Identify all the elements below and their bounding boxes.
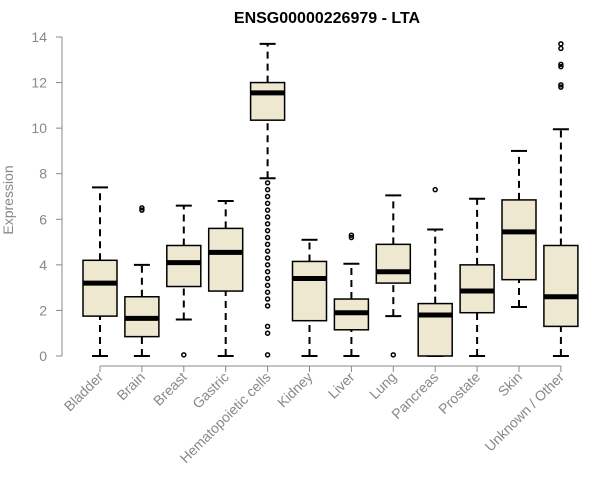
- outlier-point: [181, 352, 187, 358]
- iqr-box: [291, 260, 328, 322]
- iqr-box: [543, 244, 579, 328]
- outlier-point: [558, 41, 564, 47]
- y-axis: 0 2 4 6 8 10 12 14: [31, 29, 63, 364]
- y-tick-label: 6: [39, 211, 47, 227]
- outlier-point: [264, 248, 271, 254]
- outlier-point: [264, 268, 271, 275]
- box-gastric: [207, 200, 244, 357]
- x-tick-label: Breast: [150, 369, 190, 409]
- iqr-box: [166, 244, 202, 288]
- x-tick-label: Prostate: [435, 369, 483, 417]
- x-tick-label: Lung: [366, 369, 399, 402]
- outlier-point: [264, 262, 271, 268]
- box-bladder: [82, 186, 118, 357]
- outlier-point: [558, 61, 564, 68]
- outlier-point: [139, 205, 145, 211]
- x-tick-label: Unknown / Other: [481, 369, 567, 455]
- outlier-point: [348, 234, 355, 241]
- iqr-box: [375, 243, 412, 284]
- x-tick-label: Skin: [495, 369, 526, 400]
- outlier-point: [264, 289, 271, 295]
- outlier-point: [264, 214, 271, 220]
- boxes-layer: [82, 41, 579, 358]
- chart-title: ENSG00000226979 - LTA: [234, 10, 421, 27]
- box-unknown-other: [543, 41, 579, 357]
- box-liver: [333, 232, 370, 357]
- iqr-box: [417, 302, 453, 357]
- outlier-point: [264, 207, 271, 213]
- box-brain: [124, 205, 160, 357]
- outlier-point: [264, 234, 271, 241]
- x-tick-label: Liver: [325, 369, 358, 402]
- outlier-point: [558, 82, 564, 88]
- outlier-point: [390, 352, 397, 358]
- outlier-point: [264, 241, 271, 248]
- box-hematopoietic-cells: [249, 42, 286, 358]
- outlier-point: [264, 186, 271, 193]
- outlier-point: [264, 180, 271, 186]
- box-skin: [501, 149, 537, 309]
- y-tick-label: 2: [39, 302, 47, 318]
- outlier-point: [264, 352, 271, 358]
- outlier-point: [432, 186, 438, 193]
- box-prostate: [459, 197, 495, 357]
- outlier-point: [264, 193, 271, 200]
- box-lung: [375, 194, 412, 358]
- outlier-point: [264, 221, 271, 227]
- y-tick-label: 12: [31, 75, 47, 91]
- y-tick-label: 4: [39, 257, 47, 273]
- outlier-point: [264, 255, 271, 261]
- outlier-point: [264, 323, 271, 330]
- y-axis-label: Expression: [0, 165, 16, 234]
- iqr-box: [82, 259, 118, 317]
- outlier-point: [558, 63, 564, 70]
- x-tick-label: Pancreas: [388, 369, 441, 422]
- box-kidney: [291, 238, 328, 357]
- outlier-point: [264, 200, 271, 207]
- box-breast: [166, 204, 202, 358]
- iqr-box: [501, 199, 537, 281]
- x-tick-label: Brain: [114, 369, 148, 403]
- outlier-point: [264, 227, 271, 234]
- x-tick-label: Kidney: [274, 369, 316, 411]
- outlier-point: [264, 303, 271, 309]
- outlier-point: [264, 330, 271, 336]
- x-tick-label: Bladder: [61, 369, 107, 415]
- y-tick-label: 10: [31, 120, 47, 136]
- outlier-point: [264, 282, 271, 289]
- outlier-point: [264, 296, 271, 302]
- outlier-point: [348, 232, 355, 238]
- outlier-point: [558, 84, 564, 90]
- y-tick-label: 0: [39, 348, 47, 364]
- outlier-point: [264, 275, 271, 282]
- y-tick-label: 14: [31, 29, 47, 45]
- iqr-box: [249, 81, 286, 121]
- y-tick-label: 8: [39, 166, 47, 182]
- iqr-box: [207, 227, 244, 292]
- outlier-point: [558, 45, 564, 52]
- outlier-point: [139, 207, 145, 213]
- box-pancreas: [417, 186, 453, 357]
